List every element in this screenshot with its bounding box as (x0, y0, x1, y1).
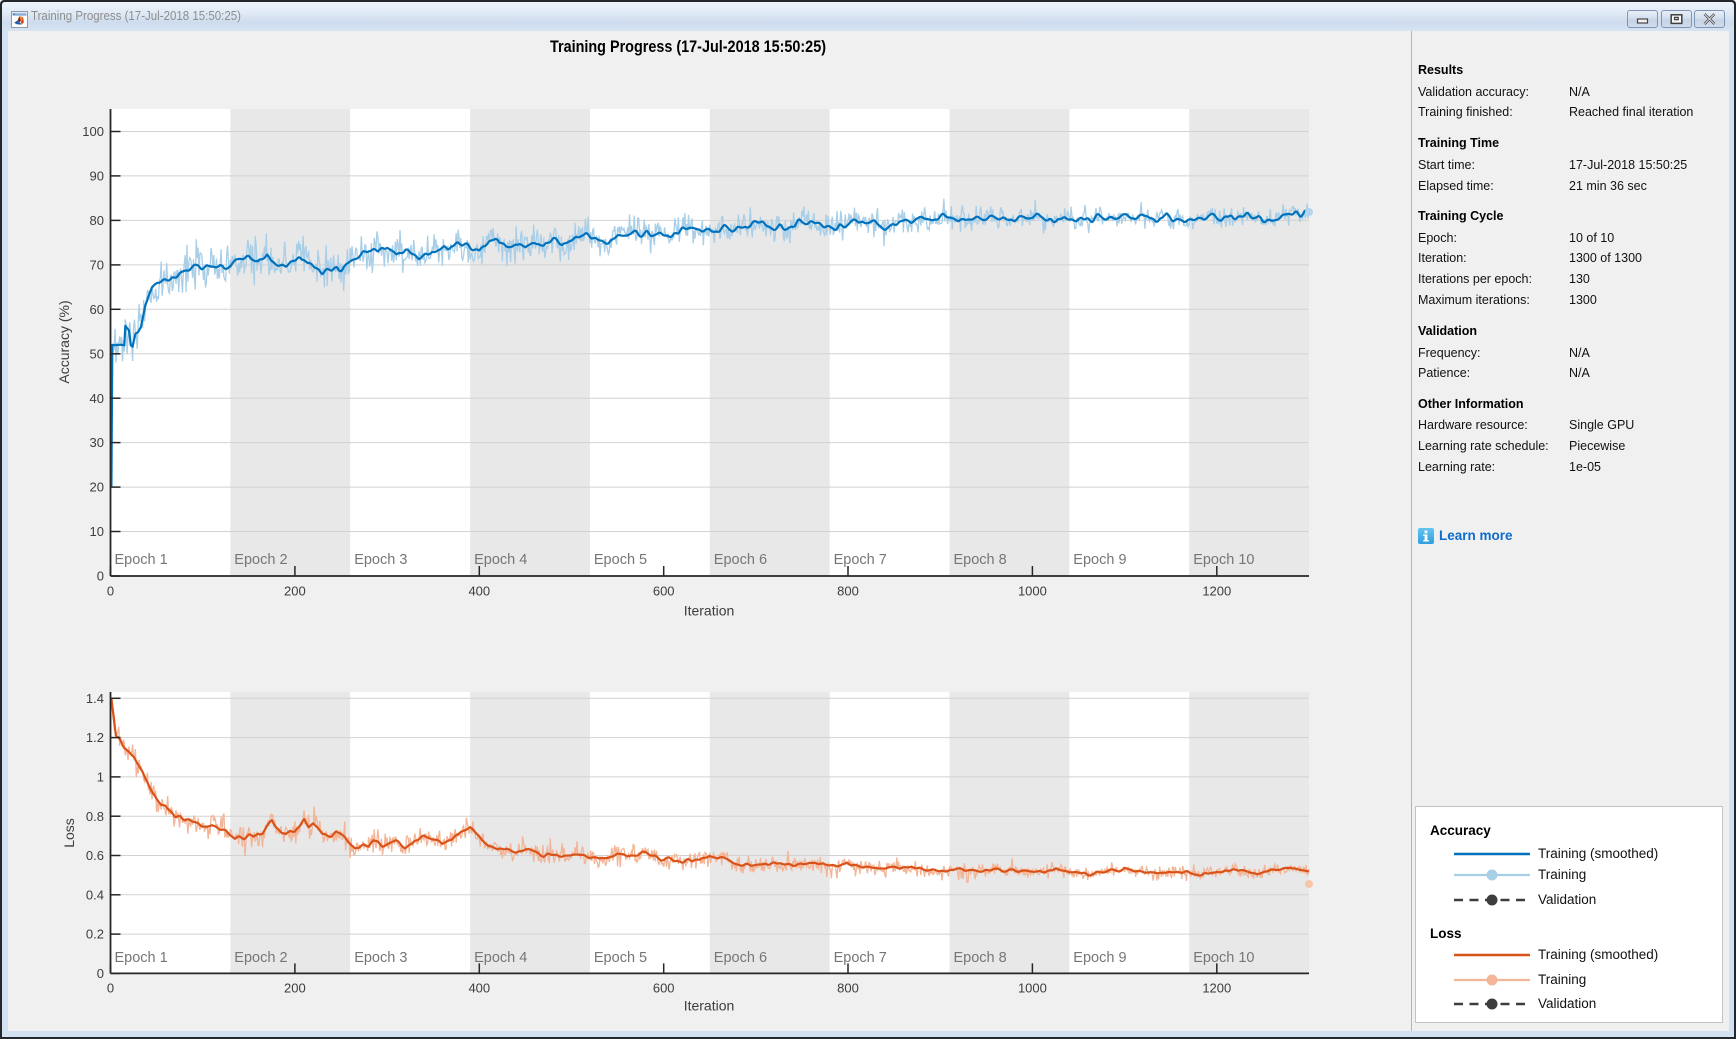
svg-text:1200: 1200 (1202, 584, 1231, 599)
svg-text:200: 200 (284, 981, 306, 996)
svg-text:Epoch 10: Epoch 10 (1193, 552, 1254, 568)
svg-text:Training Progress (17-Jul-2018: Training Progress (17-Jul-2018 15:50:25) (550, 37, 826, 56)
svg-text:70: 70 (90, 258, 104, 273)
svg-text:Epoch 9: Epoch 9 (1073, 950, 1126, 966)
svg-text:0.8: 0.8 (86, 809, 104, 824)
svg-text:20: 20 (90, 480, 104, 495)
svg-text:Epoch 7: Epoch 7 (834, 950, 887, 966)
svg-text:600: 600 (653, 981, 675, 996)
svg-text:800: 800 (837, 584, 859, 599)
svg-text:0.4: 0.4 (86, 887, 104, 902)
svg-text:Epoch 6: Epoch 6 (714, 950, 767, 966)
svg-text:Iteration: Iteration (684, 998, 735, 1014)
svg-text:Epoch 5: Epoch 5 (594, 552, 647, 568)
svg-text:400: 400 (468, 584, 490, 599)
svg-text:200: 200 (284, 584, 306, 599)
svg-text:Accuracy (%): Accuracy (%) (56, 300, 72, 383)
svg-text:1200: 1200 (1202, 981, 1231, 996)
svg-text:Epoch 1: Epoch 1 (115, 950, 168, 966)
svg-text:0: 0 (97, 966, 104, 981)
svg-text:0: 0 (107, 981, 114, 996)
svg-text:800: 800 (837, 981, 859, 996)
svg-text:1: 1 (97, 770, 104, 785)
svg-text:Epoch 4: Epoch 4 (474, 552, 527, 568)
svg-text:Epoch 6: Epoch 6 (714, 552, 767, 568)
svg-text:400: 400 (468, 981, 490, 996)
svg-text:Epoch 1: Epoch 1 (115, 552, 168, 568)
svg-text:1000: 1000 (1018, 584, 1047, 599)
svg-text:600: 600 (653, 584, 675, 599)
svg-text:Epoch 10: Epoch 10 (1193, 950, 1254, 966)
svg-text:0: 0 (97, 569, 104, 584)
svg-text:10: 10 (90, 524, 104, 539)
svg-text:Epoch 2: Epoch 2 (234, 950, 287, 966)
svg-text:50: 50 (90, 346, 104, 361)
svg-text:90: 90 (90, 169, 104, 184)
svg-text:60: 60 (90, 302, 104, 317)
svg-text:30: 30 (90, 435, 104, 450)
svg-text:0.6: 0.6 (86, 848, 104, 863)
svg-text:Epoch 3: Epoch 3 (354, 950, 407, 966)
svg-text:40: 40 (90, 391, 104, 406)
svg-text:1.4: 1.4 (86, 691, 104, 706)
svg-text:Loss: Loss (61, 818, 77, 848)
svg-text:100: 100 (82, 124, 104, 139)
svg-text:Epoch 8: Epoch 8 (954, 552, 1007, 568)
svg-text:Epoch 2: Epoch 2 (234, 552, 287, 568)
svg-text:1000: 1000 (1018, 981, 1047, 996)
svg-text:80: 80 (90, 213, 104, 228)
svg-text:Epoch 5: Epoch 5 (594, 950, 647, 966)
svg-text:1.2: 1.2 (86, 730, 104, 745)
svg-text:Iteration: Iteration (684, 603, 735, 619)
svg-text:Epoch 3: Epoch 3 (354, 552, 407, 568)
svg-text:Epoch 8: Epoch 8 (954, 950, 1007, 966)
svg-text:0.2: 0.2 (86, 927, 104, 942)
svg-text:Epoch 4: Epoch 4 (474, 950, 527, 966)
svg-text:Epoch 7: Epoch 7 (834, 552, 887, 568)
svg-text:0: 0 (107, 584, 114, 599)
svg-text:Epoch 9: Epoch 9 (1073, 552, 1126, 568)
